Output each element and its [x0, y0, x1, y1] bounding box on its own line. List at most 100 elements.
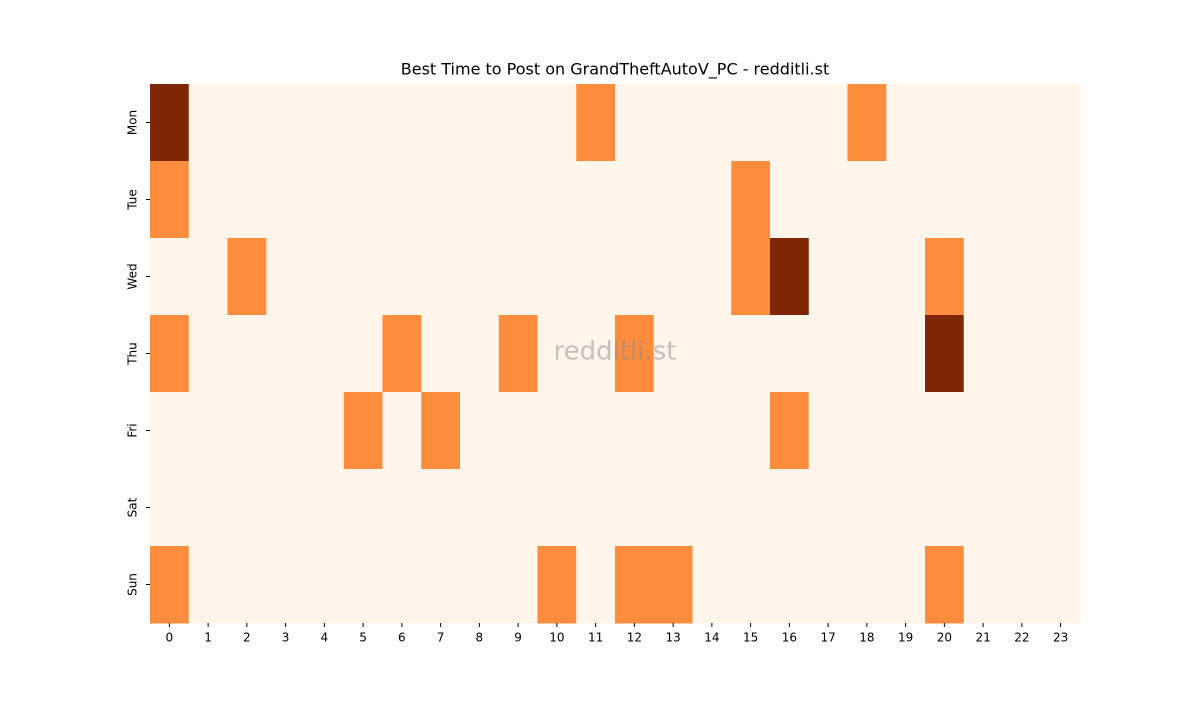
heatmap-cell — [692, 84, 732, 162]
heatmap-cell — [847, 161, 887, 239]
heatmap-cell — [498, 469, 538, 547]
heatmap-cell — [770, 238, 810, 316]
heatmap-cell — [227, 392, 267, 470]
heatmap-cell — [266, 546, 306, 624]
heatmap-cell — [847, 315, 887, 393]
heatmap-cell — [692, 392, 732, 470]
heatmap-cell — [963, 238, 1003, 316]
heatmap-cell — [886, 469, 926, 547]
heatmap-cell — [886, 161, 926, 239]
heatmap-cell — [576, 469, 616, 547]
heatmap-cell — [692, 238, 732, 316]
heatmap-cell — [305, 238, 345, 316]
heatmap-cell — [963, 161, 1003, 239]
heatmap-cell — [615, 84, 655, 162]
x-tick-label: 22 — [1014, 631, 1029, 645]
heatmap-cell — [770, 469, 810, 547]
heatmap-cell — [963, 315, 1003, 393]
heatmap-cell — [227, 546, 267, 624]
x-tick-label: 16 — [782, 631, 797, 645]
heatmap-cell — [343, 392, 383, 470]
heatmap-cell — [382, 161, 422, 239]
heatmap-cell — [150, 392, 190, 470]
heatmap-cell — [343, 315, 383, 393]
heatmap-cell — [150, 161, 190, 239]
x-tick-label: 9 — [514, 631, 522, 645]
heatmap-cell — [188, 84, 228, 162]
heatmap-cell — [770, 161, 810, 239]
heatmap-cell — [382, 315, 422, 393]
heatmap-cell — [692, 161, 732, 239]
x-tick-label: 14 — [704, 631, 719, 645]
heatmap-cell — [925, 315, 965, 393]
heatmap-cell — [692, 546, 732, 624]
heatmap-cell — [537, 84, 577, 162]
heatmap-cell — [227, 161, 267, 239]
heatmap-cell — [770, 546, 810, 624]
heatmap-cell — [963, 392, 1003, 470]
heatmap-cell — [576, 161, 616, 239]
heatmap-cell — [188, 469, 228, 547]
heatmap-cell — [382, 469, 422, 547]
heatmap-cell — [886, 315, 926, 393]
heatmap-cell — [963, 469, 1003, 547]
heatmap-cell — [305, 392, 345, 470]
heatmap-cell — [537, 315, 577, 393]
heatmap-cell — [886, 392, 926, 470]
heatmap-cell — [808, 392, 848, 470]
heatmap-cell — [731, 84, 771, 162]
heatmap-cell — [576, 84, 616, 162]
heatmap-cell — [576, 546, 616, 624]
x-tick-label: 20 — [937, 631, 952, 645]
heatmap-cell — [1041, 84, 1081, 162]
x-tick-label: 15 — [743, 631, 758, 645]
heatmap-cell — [537, 161, 577, 239]
heatmap-cell — [615, 546, 655, 624]
y-tick-label: Thu — [126, 342, 140, 366]
x-tick-label: 18 — [859, 631, 874, 645]
heatmap-cell — [382, 392, 422, 470]
heatmap-cell — [886, 84, 926, 162]
heatmap-cell — [150, 84, 190, 162]
x-tick-label: 1 — [204, 631, 212, 645]
heatmap-cell — [925, 161, 965, 239]
heatmap-cell — [615, 392, 655, 470]
heatmap-cell — [188, 546, 228, 624]
heatmap-cell — [421, 546, 461, 624]
heatmap-cell — [188, 238, 228, 316]
heatmap-cell — [1002, 392, 1042, 470]
heatmap-cell — [421, 161, 461, 239]
heatmap-cell — [460, 315, 500, 393]
heatmap-cell — [886, 546, 926, 624]
heatmap-cell — [421, 392, 461, 470]
heatmap-cell — [305, 546, 345, 624]
heatmap-cell — [305, 84, 345, 162]
heatmap-cell — [808, 238, 848, 316]
heatmap-cell — [615, 469, 655, 547]
heatmap-cell — [382, 546, 422, 624]
heatmap-cell — [266, 392, 306, 470]
heatmap-cell — [266, 315, 306, 393]
heatmap-cell — [460, 238, 500, 316]
heatmap-cell — [1041, 161, 1081, 239]
heatmap-cell — [460, 84, 500, 162]
heatmap-cell — [421, 238, 461, 316]
heatmap-cell — [615, 161, 655, 239]
heatmap-cell — [731, 469, 771, 547]
y-tick-label: Mon — [126, 110, 140, 135]
heatmap-cell — [460, 469, 500, 547]
heatmap-cell — [653, 315, 693, 393]
heatmap-cell — [847, 469, 887, 547]
heatmap-cell — [421, 84, 461, 162]
heatmap-cell — [498, 161, 538, 239]
heatmap-cell — [1041, 238, 1081, 316]
heatmap-cell — [498, 84, 538, 162]
heatmap-cell — [615, 315, 655, 393]
chart-title: Best Time to Post on GrandTheftAutoV_PC … — [401, 60, 830, 80]
heatmap-cell — [770, 392, 810, 470]
heatmap-cell — [576, 238, 616, 316]
heatmap-cell — [808, 315, 848, 393]
heatmap-cell — [460, 392, 500, 470]
heatmap-cell — [770, 315, 810, 393]
heatmap-cell — [1002, 84, 1042, 162]
